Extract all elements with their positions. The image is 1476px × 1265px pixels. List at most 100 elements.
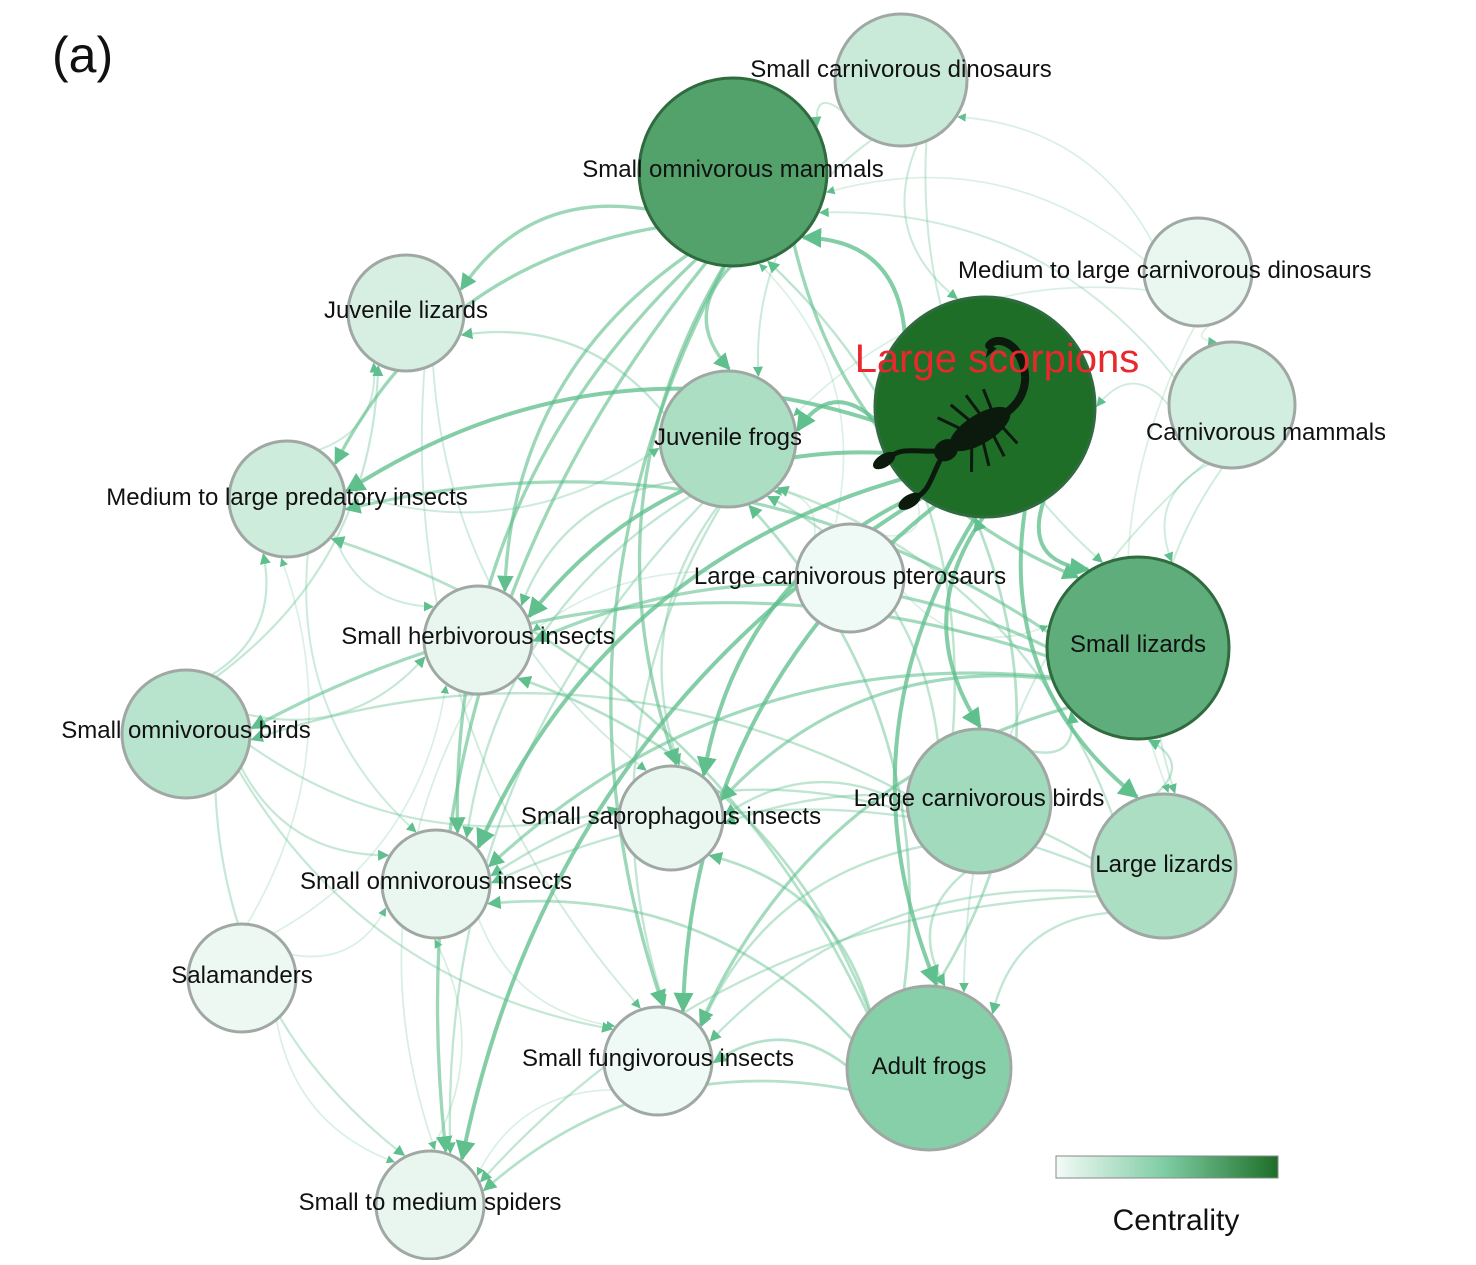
edge-juvenile-frogs-to-small-fungivorous-insects bbox=[631, 506, 722, 1007]
node-salamanders bbox=[186, 922, 298, 1034]
edge-large-carnivorous-birds-to-small-fungivorous-insects bbox=[700, 845, 924, 1027]
edge-adult-frogs-to-small-saprophagous-insects bbox=[708, 851, 872, 1012]
edge-large-carnivorous-birds-to-adult-frogs bbox=[928, 870, 967, 987]
edge-small-lizards-to-small-herbivorous-insects bbox=[532, 582, 1048, 649]
node-label-small-carnivorous-dinosaurs: Small carnivorous dinosaurs bbox=[750, 56, 1051, 83]
edge-large-lizards-to-small-fungivorous-insects bbox=[709, 889, 1097, 1042]
edge-salamanders-to-small-herbivorous-insects bbox=[272, 685, 449, 935]
edge-carnivorous-mammals-to-small-omnivorous-mammals bbox=[819, 207, 1176, 379]
edge-large-lizards-to-juvenile-frogs bbox=[776, 485, 1114, 817]
node-medium-to-large-predatory-insects bbox=[227, 439, 347, 559]
edge-juvenile-lizards-to-small-fungivorous-insects bbox=[420, 367, 641, 1009]
edge-large-scorpions-to-small-omnivorous-mammals bbox=[801, 227, 907, 333]
edge-small-omnivorous-birds-to-juvenile-lizards bbox=[214, 365, 384, 679]
node-large-carnivorous-birds bbox=[905, 727, 1053, 875]
node-label-medium-to-large-predatory-insects: Medium to large predatory insects bbox=[106, 484, 468, 511]
edge-small-lizards-to-small-saprophagous-insects bbox=[720, 674, 1053, 801]
edge-small-omnivorous-birds-to-small-omnivorous-insects bbox=[239, 766, 390, 861]
edge-small-omnivorous-insects-to-small-fungivorous-insects bbox=[477, 917, 616, 1030]
node-label-juvenile-lizards: Juvenile lizards bbox=[324, 297, 488, 324]
edge-adult-frogs-to-medium-to-large-predatory-insects bbox=[330, 536, 869, 1015]
edge-small-omnivorous-mammals-to-small-fungivorous-insects bbox=[609, 264, 727, 1007]
node-label-small-omnivorous-insects: Small omnivorous insects bbox=[300, 868, 572, 895]
edge-medium-to-large-predatory-insects-to-small-omnivorous-insects bbox=[305, 553, 417, 833]
edge-large-carnivorous-birds-to-small-saprophagous-insects bbox=[723, 780, 908, 816]
node-small-omnivorous-birds bbox=[120, 668, 252, 800]
edge-medium-to-large-carnivorous-dinosaurs-to-small-omnivorous-mammals bbox=[826, 176, 1146, 262]
edge-large-scorpions-to-adult-frogs bbox=[892, 515, 978, 987]
label-layer: Small carnivorous dinosaurs Small omnivor… bbox=[61, 56, 1386, 1216]
scorpion-icon bbox=[873, 336, 1030, 510]
node-label-small-to-medium-spiders: Small to medium spiders bbox=[299, 1189, 562, 1216]
node-label-large-carnivorous-birds: Large carnivorous birds bbox=[854, 785, 1105, 812]
node-label-small-fungivorous-insects: Small fungivorous insects bbox=[522, 1045, 794, 1072]
edge-small-omnivorous-mammals-to-medium-to-large-predatory-insects bbox=[333, 225, 658, 465]
edge-large-scorpions-to-large-carnivorous-birds bbox=[944, 515, 985, 729]
node-label-small-herbivorous-insects: Small herbivorous insects bbox=[341, 623, 614, 650]
edge-large-scorpions-to-large-lizards bbox=[1018, 509, 1139, 799]
centrality-legend: Centrality bbox=[1055, 1155, 1279, 1237]
edge-large-carnivorous-pterosaurs-to-small-omnivorous-mammals bbox=[759, 263, 845, 527]
edge-small-lizards-to-small-omnivorous-birds bbox=[250, 601, 1048, 730]
edge-small-omnivorous-mammals-to-small-herbivorous-insects bbox=[497, 253, 689, 593]
edge-medium-to-large-carnivorous-dinosaurs-to-small-carnivorous-dinosaurs bbox=[957, 113, 1154, 244]
edge-carnivorous-mammals-to-small-lizards bbox=[1163, 462, 1210, 563]
edge-small-omnivorous-birds-to-small-herbivorous-insects bbox=[246, 656, 426, 721]
edge-small-omnivorous-birds-to-small-fungivorous-insects bbox=[237, 769, 614, 1033]
edge-small-fungivorous-insects-to-small-to-medium-spiders bbox=[476, 1088, 613, 1176]
edge-small-omnivorous-mammals-to-small-omnivorous-insects bbox=[448, 257, 698, 834]
node-label-large-carnivorous-pterosaurs: Large carnivorous pterosaurs bbox=[694, 563, 1006, 590]
legend-title: Centrality bbox=[1113, 1204, 1240, 1237]
edge-small-omnivorous-mammals-to-juvenile-lizards bbox=[459, 204, 647, 291]
edge-medium-to-large-carnivorous-dinosaurs-to-carnivorous-mammals bbox=[1200, 323, 1217, 346]
edge-large-scorpions-to-medium-to-large-predatory-insects bbox=[344, 386, 877, 493]
edge-small-omnivorous-mammals-to-small-saprophagous-insects bbox=[637, 264, 726, 766]
node-label-small-omnivorous-mammals: Small omnivorous mammals bbox=[582, 156, 883, 183]
node-large-scorpions bbox=[873, 295, 1097, 519]
node-carnivorous-mammals bbox=[1167, 340, 1297, 470]
node-label-small-saprophagous-insects: Small saprophagous insects bbox=[521, 803, 821, 830]
node-label-large-scorpions: Large scorpions bbox=[855, 337, 1140, 381]
node-small-herbivorous-insects bbox=[422, 584, 534, 696]
edge-medium-to-large-predatory-insects-to-juvenile-frogs bbox=[344, 447, 660, 514]
edge-large-carnivorous-pterosaurs-to-small-herbivorous-insects bbox=[532, 570, 797, 632]
edge-salamanders-to-medium-to-large-predatory-insects bbox=[246, 557, 310, 925]
node-small-saprophagous-insects bbox=[617, 764, 725, 872]
node-small-omnivorous-insects bbox=[380, 828, 492, 940]
panel-label: (a) bbox=[52, 27, 113, 83]
edge-small-omnivorous-birds-to-medium-to-large-predatory-insects bbox=[210, 553, 271, 677]
edge-large-scorpions-to-small-omnivorous-insects bbox=[476, 477, 903, 850]
node-label-small-lizards: Small lizards bbox=[1070, 631, 1206, 658]
node-label-small-omnivorous-birds: Small omnivorous birds bbox=[61, 717, 310, 744]
edge-small-omnivorous-birds-to-small-saprophagous-insects bbox=[248, 744, 619, 828]
node-large-lizards bbox=[1090, 792, 1238, 940]
node-label-large-lizards: Large lizards bbox=[1095, 851, 1232, 878]
node-juvenile-lizards bbox=[346, 253, 466, 373]
edge-small-carnivorous-dinosaurs-to-small-omnivorous-mammals bbox=[811, 101, 844, 127]
edge-salamanders-to-small-to-medium-spiders bbox=[275, 1019, 396, 1164]
edge-large-lizards-to-small-lizards bbox=[1147, 739, 1174, 796]
node-small-omnivorous-mammals bbox=[637, 76, 829, 268]
edge-carnivorous-mammals-to-large-scorpions bbox=[1096, 382, 1170, 407]
edge-large-scorpions-to-small-lizards bbox=[1036, 499, 1091, 578]
node-label-juvenile-frogs: Juvenile frogs bbox=[654, 424, 802, 451]
edge-medium-to-large-predatory-insects-to-small-herbivorous-insects bbox=[332, 533, 434, 612]
edge-small-omnivorous-mammals-to-juvenile-frogs bbox=[704, 264, 733, 371]
edge-salamanders-to-small-omnivorous-insects bbox=[290, 907, 387, 958]
edge-small-carnivorous-dinosaurs-to-large-scorpions bbox=[903, 143, 958, 300]
node-label-salamanders: Salamanders bbox=[171, 962, 312, 989]
node-adult-frogs bbox=[845, 984, 1013, 1152]
node-label-carnivorous-mammals: Carnivorous mammals bbox=[1146, 419, 1386, 446]
centrality-colorbar bbox=[1055, 1155, 1279, 1179]
edge-small-lizards-to-small-omnivorous-insects bbox=[487, 671, 1052, 868]
edge-juvenile-frogs-to-small-saprophagous-insects bbox=[660, 505, 719, 766]
edge-adult-frogs-to-small-omnivorous-insects bbox=[487, 895, 854, 1041]
node-small-carnivorous-dinosaurs bbox=[833, 12, 969, 148]
edge-small-lizards-to-small-fungivorous-insects bbox=[698, 705, 1070, 1026]
edge-small-to-medium-spiders-to-small-omnivorous-insects bbox=[430, 939, 463, 1152]
node-layer bbox=[120, 12, 1297, 1261]
edge-carnivorous-mammals-to-adult-frogs bbox=[959, 461, 1207, 993]
node-label-medium-to-large-carnivorous-dinosaurs: Medium to large carnivorous dinosaurs bbox=[958, 257, 1372, 284]
